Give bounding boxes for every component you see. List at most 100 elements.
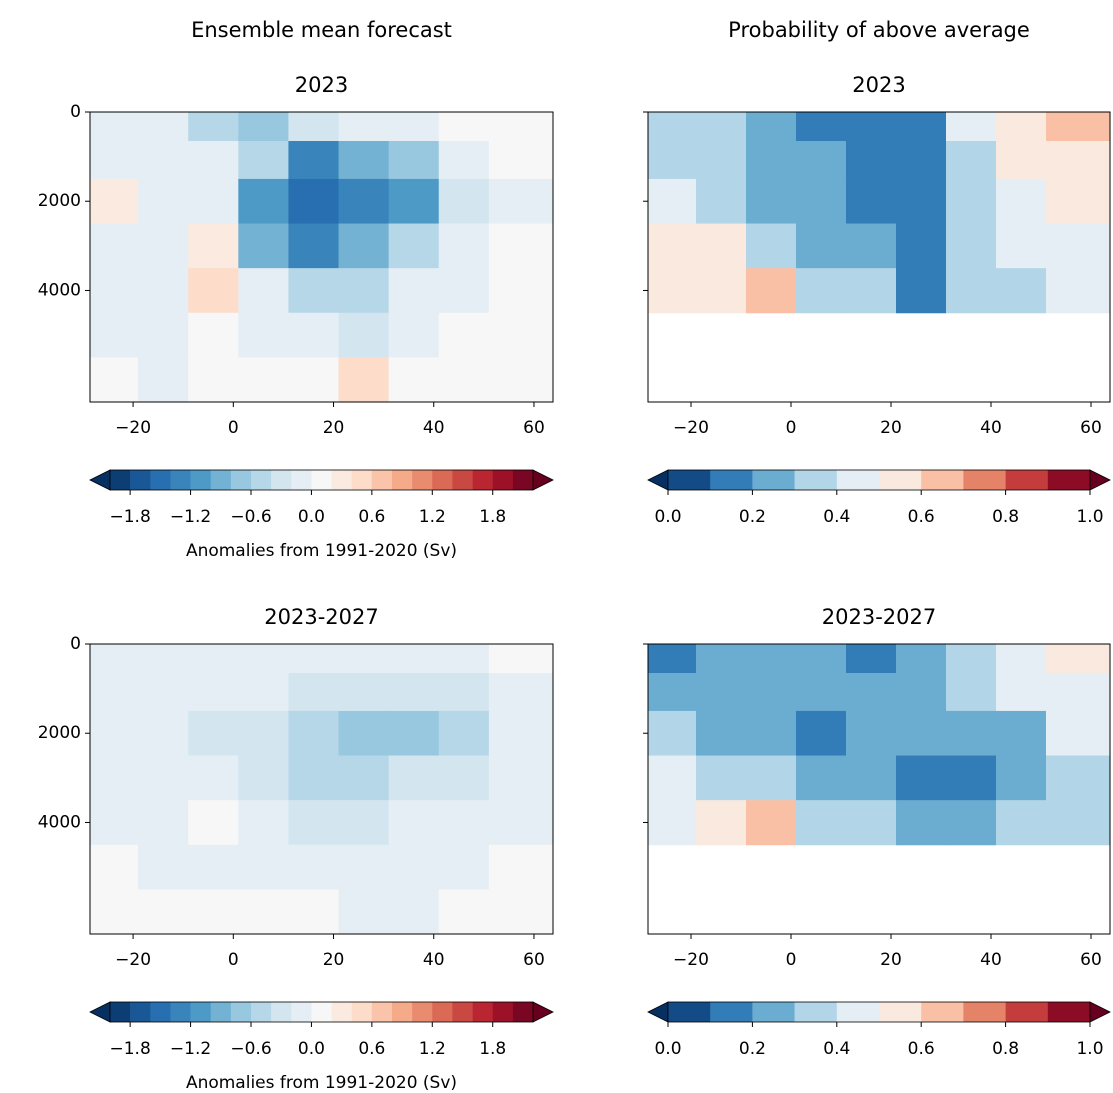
contour-cell	[796, 710, 847, 757]
contour-cell	[238, 178, 289, 225]
colorbar-segment	[150, 470, 171, 490]
colorbar-segment	[271, 1002, 292, 1022]
plot-frame	[647, 643, 1111, 935]
contour-cell	[238, 112, 289, 142]
column-title: Ensemble mean forecast	[191, 18, 452, 42]
colorbar-tick-label: −1.2	[170, 507, 211, 527]
colorbar-segment	[710, 1002, 753, 1022]
contour-cell	[1046, 268, 1111, 314]
colorbar-tick-label: 0.8	[992, 1039, 1019, 1059]
colorbar-frame	[109, 469, 534, 491]
contour-cell	[648, 710, 697, 757]
x-tick-label: 60	[1080, 418, 1102, 438]
x-tick-label: 0	[786, 950, 797, 970]
colorbar-segment	[230, 470, 252, 490]
colorbar-segment	[921, 470, 964, 490]
contour-cell	[138, 357, 189, 403]
contour-cell	[188, 357, 239, 403]
colorbar-segment	[879, 470, 922, 490]
contour-cell	[388, 223, 440, 269]
contour-cell	[388, 268, 440, 314]
colorbar-tick-label: 0.0	[298, 507, 325, 527]
contour-cell	[288, 844, 340, 890]
contour-cell	[188, 112, 239, 142]
contour-cell	[238, 312, 289, 358]
plot-frame	[647, 111, 1111, 403]
contour-cell	[338, 357, 390, 403]
colorbar-extend-high	[532, 1001, 554, 1023]
contour-cell	[138, 644, 189, 674]
colorbar-extend-high	[532, 469, 554, 491]
colorbar-extend-low	[647, 469, 669, 491]
x-tick-label: 40	[423, 950, 445, 970]
colorbar-segment	[412, 470, 433, 490]
contour-cell	[696, 223, 747, 269]
contour-cell	[896, 644, 947, 674]
colorbar-segment	[412, 1002, 433, 1022]
colorbar-segment	[512, 470, 534, 490]
colorbar-tick-label: 0.6	[908, 1039, 935, 1059]
column-title: Probability of above average	[728, 18, 1030, 42]
contour-cell	[438, 141, 490, 180]
contour-cell	[138, 800, 189, 846]
contour-cell	[388, 178, 440, 225]
colorbar-segment	[879, 1002, 922, 1022]
colorbar-segment	[311, 1002, 332, 1022]
contour-cell	[288, 710, 340, 757]
contour-cell	[796, 755, 847, 801]
colorbar-segment	[472, 1002, 494, 1022]
colorbar-segment	[351, 1002, 373, 1022]
colorbar-segment	[371, 470, 393, 490]
contour-cell	[946, 268, 997, 314]
contour-cell	[896, 268, 947, 314]
colorbar-tick-label: −1.8	[110, 507, 151, 527]
contour-cell	[288, 112, 340, 142]
x-tick-label: 0	[228, 418, 239, 438]
colorbar-segment	[331, 1002, 353, 1022]
contour-cell	[488, 357, 554, 403]
contour-cell	[746, 223, 797, 269]
contour-cell	[1046, 800, 1111, 846]
x-tick-label: 40	[980, 418, 1002, 438]
x-tick-label: 20	[323, 950, 345, 970]
contour-cell	[796, 268, 847, 314]
contour-cell	[1046, 178, 1111, 225]
colorbar-segment	[110, 470, 131, 490]
contour-cell	[388, 312, 440, 358]
contour-cell	[90, 844, 139, 890]
contour-cell	[338, 178, 390, 225]
contour-cell	[996, 710, 1047, 757]
colorbar-segment	[963, 470, 1006, 490]
contour-cell	[90, 644, 139, 674]
contour-cell	[696, 141, 747, 180]
contour-cell	[996, 112, 1047, 142]
contour-cell	[946, 112, 997, 142]
contour-cell	[288, 800, 340, 846]
contour-cell	[746, 178, 797, 225]
colorbar-segment	[271, 470, 292, 490]
colorbar-tick-label: 0.2	[739, 1039, 766, 1059]
colorbar-extend-high	[1089, 1001, 1111, 1023]
contour-cell	[896, 223, 947, 269]
contour-cell	[946, 710, 997, 757]
x-tick-label: −20	[673, 950, 709, 970]
contour-cell	[796, 178, 847, 225]
contour-cell	[488, 312, 554, 358]
contour-cell	[946, 178, 997, 225]
contour-cell	[338, 755, 390, 801]
contour-cell	[488, 889, 554, 935]
colorbar-segment	[371, 1002, 393, 1022]
contour-cell	[238, 141, 289, 180]
colorbar-segment	[752, 1002, 795, 1022]
contour-cell	[846, 755, 897, 801]
contour-cell	[846, 112, 897, 142]
plot-frame	[89, 643, 554, 935]
colorbar-tick-label: 0.2	[739, 507, 766, 527]
colorbar-segment	[794, 1002, 838, 1022]
contour-cell	[996, 141, 1047, 180]
colorbar-segment	[210, 1002, 232, 1022]
contour-cell	[90, 312, 139, 358]
colorbar-tick-label: 1.8	[479, 1039, 506, 1059]
colorbar-segment	[130, 1002, 151, 1022]
contour-cell	[138, 178, 189, 225]
